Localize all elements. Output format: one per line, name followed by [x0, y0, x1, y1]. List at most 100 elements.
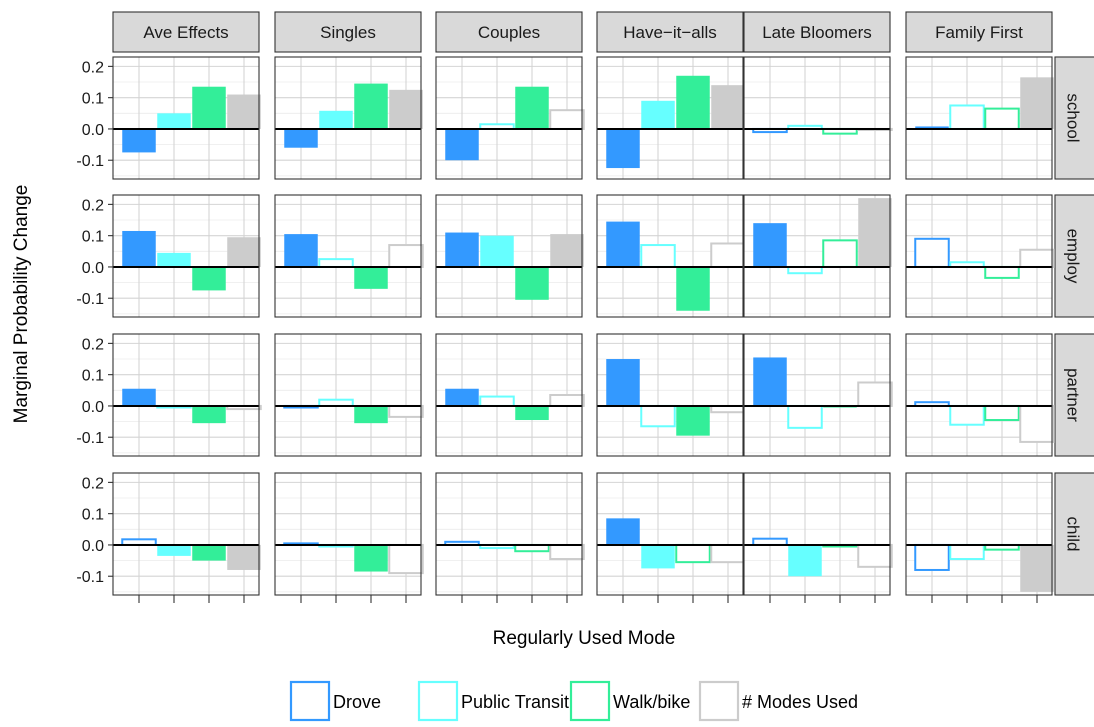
- bar-singles-employ-public-transit: [318, 258, 354, 268]
- column-strip-label-singles: Singles: [320, 23, 376, 42]
- bar-singles-partner-walk-bike: [354, 405, 388, 424]
- panel-border-singles-employ: [274, 194, 422, 318]
- panel-border-family-first-employ: [905, 194, 1053, 318]
- column-strip-singles: [274, 11, 422, 53]
- bar-family-first-school-modes-used: [1020, 77, 1054, 129]
- panel-border-singles-school: [274, 56, 422, 180]
- row-strip-partner: [1054, 333, 1094, 457]
- panel-border-singles-partner: [274, 333, 422, 457]
- bar-have-it-alls-partner-drove: [606, 359, 640, 406]
- bar-family-first-child-modes-used: [1020, 544, 1054, 592]
- bar-have-it-alls-school-drove: [606, 128, 640, 169]
- bar-have-it-alls-employ-walk-bike: [676, 266, 710, 311]
- bar-singles-employ-drove: [284, 234, 318, 267]
- column-strip-label-late-bloomers: Late Bloomers: [762, 23, 872, 42]
- bar-ave-effects-employ-walk-bike: [192, 266, 226, 291]
- bar-family-first-child-public-transit: [949, 543, 985, 561]
- panel-border-ave-effects-employ: [112, 194, 260, 318]
- panel-border-couples-school: [435, 56, 583, 180]
- bar-singles-employ-walk-bike: [354, 266, 388, 289]
- bar-family-first-employ-walk-bike: [984, 265, 1020, 279]
- row-strip-label-employ: employ: [1064, 229, 1083, 284]
- column-strip-label-have-it-alls: Have−it−alls: [623, 23, 717, 42]
- panel-border-late-bloomers-school: [743, 56, 891, 180]
- bar-late-bloomers-employ-walk-bike: [822, 239, 858, 268]
- column-strip-couples: [435, 11, 583, 53]
- bar-late-bloomers-employ-drove: [753, 223, 787, 267]
- panel-border-have-it-alls-child: [596, 472, 744, 596]
- bar-couples-school-drove: [445, 128, 479, 161]
- legend-label-drove: Drove: [333, 692, 381, 712]
- panel-border-family-first-child: [905, 472, 1053, 596]
- bar-singles-child-modes-used: [388, 543, 424, 575]
- y-tick-label-partner: -0.1: [76, 430, 104, 447]
- bar-have-it-alls-employ-modes-used: [710, 242, 746, 268]
- bar-family-first-school-walk-bike: [984, 107, 1020, 130]
- y-tick-label-school: 0.1: [82, 91, 104, 108]
- column-strip-family-first: [905, 11, 1053, 53]
- y-tick-label-employ: 0.2: [82, 197, 104, 214]
- panel-border-couples-child: [435, 472, 583, 596]
- y-tick-label-child: 0.2: [82, 475, 104, 492]
- y-tick-label-partner: 0.2: [82, 336, 104, 353]
- y-tick-label-employ: -0.1: [76, 291, 104, 308]
- bar-late-bloomers-partner-drove: [753, 357, 787, 406]
- bar-ave-effects-child-walk-bike: [192, 544, 226, 561]
- bar-have-it-alls-employ-drove: [606, 221, 640, 267]
- bar-family-first-employ-modes-used: [1019, 248, 1055, 268]
- bar-ave-effects-employ-public-transit: [157, 252, 191, 267]
- panel-border-couples-partner: [435, 333, 583, 457]
- y-tick-label-child: -0.1: [76, 569, 104, 586]
- bar-couples-school-walk-bike: [515, 86, 549, 129]
- bar-couples-school-modes-used: [549, 109, 585, 130]
- column-strip-have-it-alls: [596, 11, 744, 53]
- bar-have-it-alls-partner-walk-bike: [676, 405, 710, 436]
- legend-key-walk-bike: [569, 680, 611, 722]
- bar-singles-partner-modes-used: [388, 404, 424, 418]
- bar-singles-school-drove: [284, 128, 318, 148]
- bar-family-first-school-public-transit: [949, 104, 985, 130]
- panel-bg-ave-effects-child: [113, 473, 259, 595]
- column-strip-late-bloomers: [743, 11, 891, 53]
- y-tick-label-partner: 0.1: [82, 368, 104, 385]
- bar-ave-effects-employ-drove: [122, 230, 156, 267]
- bar-late-bloomers-partner-modes-used: [857, 381, 893, 407]
- bar-ave-effects-school-public-transit: [157, 113, 191, 129]
- column-strip-label-couples: Couples: [478, 23, 540, 42]
- bar-have-it-alls-school-walk-bike: [676, 75, 710, 129]
- bar-couples-employ-walk-bike: [515, 266, 549, 300]
- panel-border-late-bloomers-partner: [743, 333, 891, 457]
- bar-have-it-alls-partner-public-transit: [640, 404, 676, 428]
- bar-couples-partner-walk-bike: [515, 405, 549, 421]
- row-strip-child: [1054, 472, 1094, 596]
- bar-ave-effects-employ-modes-used: [227, 237, 261, 267]
- panel-border-ave-effects-child: [112, 472, 260, 596]
- bar-singles-school-public-transit: [319, 110, 353, 129]
- panel-border-late-bloomers-child: [743, 472, 891, 596]
- bar-family-first-employ-drove: [914, 237, 950, 268]
- column-strip-label-family-first: Family First: [935, 23, 1023, 42]
- y-tick-label-child: 0.0: [82, 538, 104, 555]
- bar-late-bloomers-partner-public-transit: [787, 404, 823, 429]
- legend-label-walk-bike: Walk/bike: [613, 692, 690, 712]
- bar-singles-employ-modes-used: [388, 244, 424, 268]
- panel-border-ave-effects-school: [112, 56, 260, 180]
- bar-ave-effects-child-public-transit: [157, 544, 191, 556]
- bar-have-it-alls-child-public-transit: [641, 544, 675, 569]
- bar-couples-employ-public-transit: [480, 235, 514, 267]
- panel-border-singles-child: [274, 472, 422, 596]
- legend-key-drove: [289, 680, 331, 722]
- bar-family-first-partner-walk-bike: [984, 404, 1020, 422]
- panel-bg-couples-child: [436, 473, 582, 595]
- row-strip-label-school: school: [1064, 93, 1083, 142]
- panel-border-late-bloomers-employ: [743, 194, 891, 318]
- legend-key-modes-used: [698, 680, 740, 722]
- bar-couples-partner-drove: [445, 388, 479, 406]
- bar-family-first-partner-public-transit: [949, 404, 985, 426]
- panel-bg-singles-child: [275, 473, 421, 595]
- y-tick-label-school: -0.1: [76, 153, 104, 170]
- panel-bg-singles-partner: [275, 334, 421, 456]
- bar-late-bloomers-child-modes-used: [857, 543, 893, 568]
- bar-late-bloomers-employ-modes-used: [858, 198, 892, 267]
